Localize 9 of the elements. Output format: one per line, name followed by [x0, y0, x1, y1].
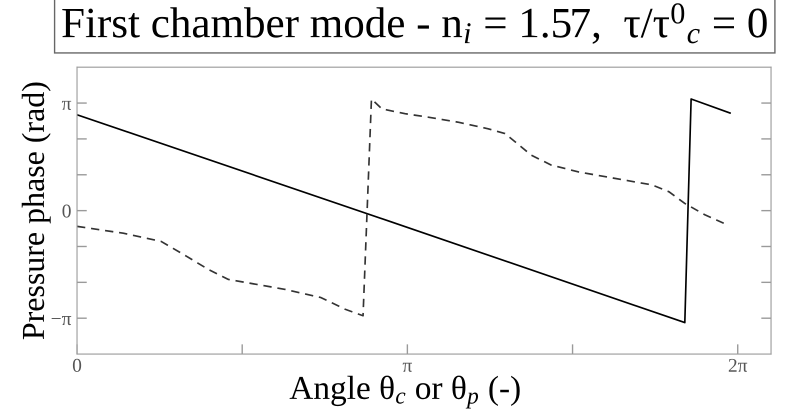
y-tick-label: 0	[62, 204, 71, 218]
x-tick-label: 0	[72, 358, 82, 372]
y-tick-label: π	[62, 100, 72, 110]
chart-title: First chamber mode - n$_{i}$ = 1.57, τ/τ$^{0}$$_{c}$ = 0	[62, 3, 767, 44]
y-tick-label: −π	[52, 316, 72, 326]
x-tick-label: π	[402, 362, 412, 372]
x-tick-label: 2π	[728, 358, 748, 372]
x-axis-title: Angle θ$_{c}$ or θ$_{p}$ (-)	[290, 376, 520, 408]
y-axis-title: Pressure phase (rad)	[22, 82, 51, 340]
